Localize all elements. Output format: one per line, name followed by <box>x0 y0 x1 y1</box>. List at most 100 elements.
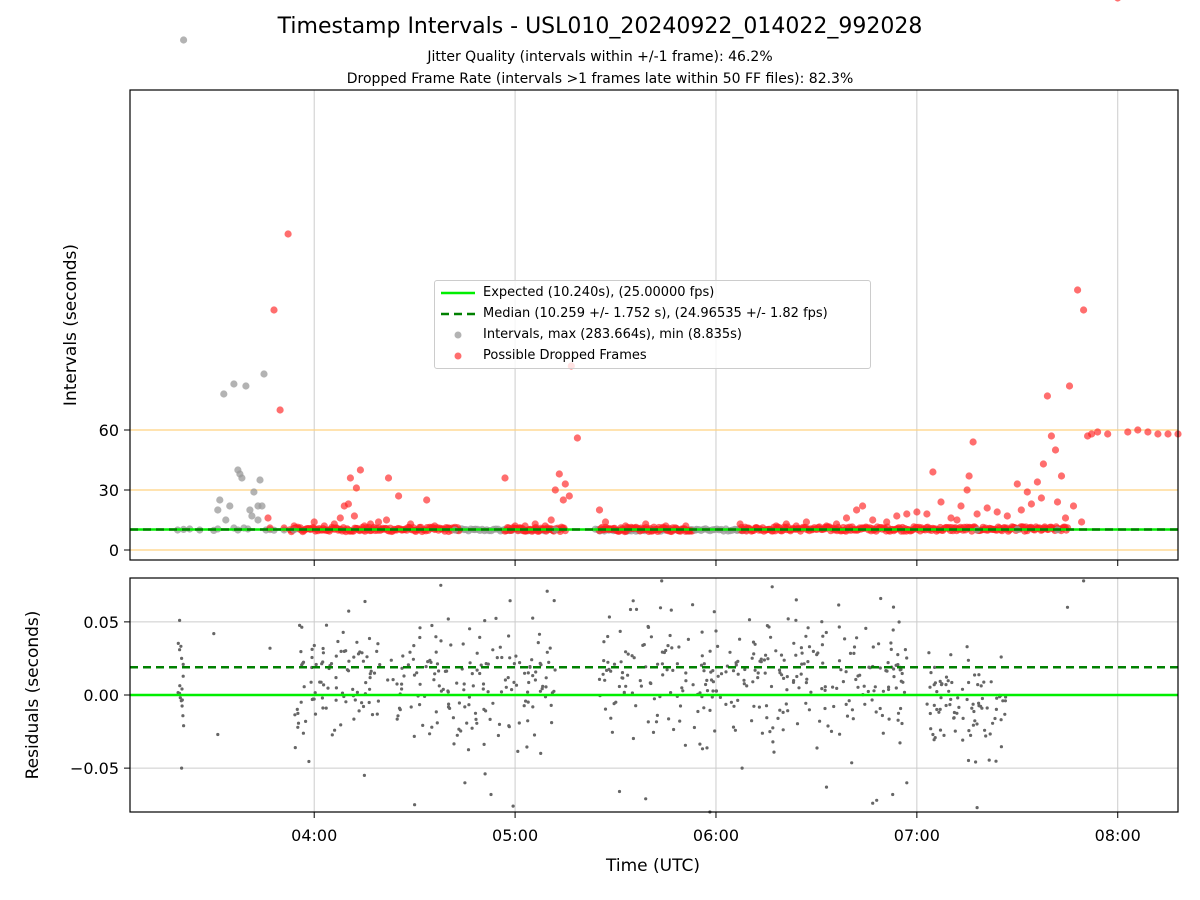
residual-point <box>896 718 900 722</box>
residual-point <box>980 696 985 701</box>
dropped-frame-point <box>973 510 981 518</box>
residual-point <box>347 659 351 663</box>
residual-point <box>786 617 790 621</box>
residual-point <box>975 806 979 810</box>
residual-point <box>750 719 754 723</box>
residual-point <box>961 716 965 721</box>
residual-point <box>362 773 366 778</box>
residual-point <box>624 650 628 654</box>
residual-point <box>314 662 318 667</box>
residual-point <box>985 706 989 710</box>
residual-point <box>318 680 322 684</box>
residual-point <box>751 640 756 644</box>
residual-point <box>518 661 522 665</box>
residual-point <box>868 666 872 670</box>
dropped-frame-point <box>957 502 965 510</box>
residual-point <box>815 653 819 657</box>
residual-point <box>296 725 300 729</box>
residual-point <box>658 606 663 610</box>
residual-point <box>355 640 359 644</box>
residual-point <box>794 598 798 602</box>
dropped-frame-point <box>983 504 991 512</box>
residual-point <box>412 673 417 677</box>
residual-point <box>378 663 382 667</box>
residual-point <box>953 729 957 733</box>
residual-point <box>649 635 654 639</box>
residual-point <box>626 673 630 677</box>
x-tick-label: 05:00 <box>492 826 538 845</box>
residual-point <box>544 676 548 680</box>
legend-swatch-expected <box>441 291 475 295</box>
residual-point <box>970 706 974 710</box>
residual-point <box>750 656 754 660</box>
dropped-frame-point <box>531 520 539 528</box>
interval-point <box>230 380 238 388</box>
dropped-frame-point <box>551 486 559 494</box>
residual-point <box>786 709 790 713</box>
residual-point <box>446 705 451 709</box>
residual-point <box>957 705 961 710</box>
residual-point <box>512 662 517 666</box>
residual-point <box>365 655 369 659</box>
dropped-frame-point <box>521 522 529 530</box>
residual-point <box>847 699 851 703</box>
residual-point <box>462 688 466 692</box>
residual-point <box>347 609 351 613</box>
residual-point <box>486 690 490 694</box>
residual-point <box>966 758 971 763</box>
residual-point <box>764 704 769 708</box>
residual-point <box>324 623 329 627</box>
residual-point <box>758 659 762 663</box>
dropped-frame-point <box>559 496 567 504</box>
residual-point <box>491 648 495 652</box>
dropped-frame-point <box>1017 506 1025 514</box>
residual-point <box>496 733 500 738</box>
residual-point <box>839 668 843 672</box>
dropped-frame-point <box>953 516 961 524</box>
residual-point <box>795 722 800 726</box>
residual-point <box>527 680 531 685</box>
residual-point <box>439 689 443 693</box>
residual-point <box>995 696 999 700</box>
residual-point <box>665 668 669 672</box>
residual-point <box>330 733 334 737</box>
residual-point <box>781 728 785 732</box>
dropped-frame-point <box>1164 430 1172 438</box>
interval-point <box>220 390 228 398</box>
dropped-frame-point <box>792 522 800 530</box>
residual-point <box>896 653 900 657</box>
residual-point <box>820 620 824 624</box>
residual-point <box>533 678 538 682</box>
x-tick-label: 04:00 <box>291 826 337 845</box>
residual-point <box>897 620 901 624</box>
residual-point <box>603 678 607 682</box>
residual-point <box>321 706 325 710</box>
residual-point <box>216 732 220 737</box>
residual-point <box>522 704 526 708</box>
residual-point <box>179 644 183 648</box>
residual-point <box>352 655 356 659</box>
dropped-frame-point <box>346 474 354 482</box>
dropped-frame-point <box>1104 430 1112 438</box>
residual-point <box>845 714 850 718</box>
residual-point <box>320 696 324 700</box>
residual-point <box>896 711 901 715</box>
residual-point <box>408 650 412 654</box>
residual-point <box>823 685 827 689</box>
residual-point <box>402 674 406 678</box>
x-tick-label: 06:00 <box>693 826 739 845</box>
residual-point <box>312 643 316 648</box>
residual-point <box>400 666 404 670</box>
residual-point <box>977 701 981 705</box>
residual-point <box>178 696 182 700</box>
x-tick-label: 07:00 <box>894 826 940 845</box>
residual-point <box>794 653 798 657</box>
residual-point <box>940 682 944 686</box>
dropped-frame-point <box>374 518 383 526</box>
residual-point <box>481 682 486 686</box>
residual-point <box>617 684 622 689</box>
residual-point <box>181 674 185 678</box>
residual-point <box>511 804 515 808</box>
residual-point <box>820 643 825 647</box>
residual-point <box>512 680 516 685</box>
